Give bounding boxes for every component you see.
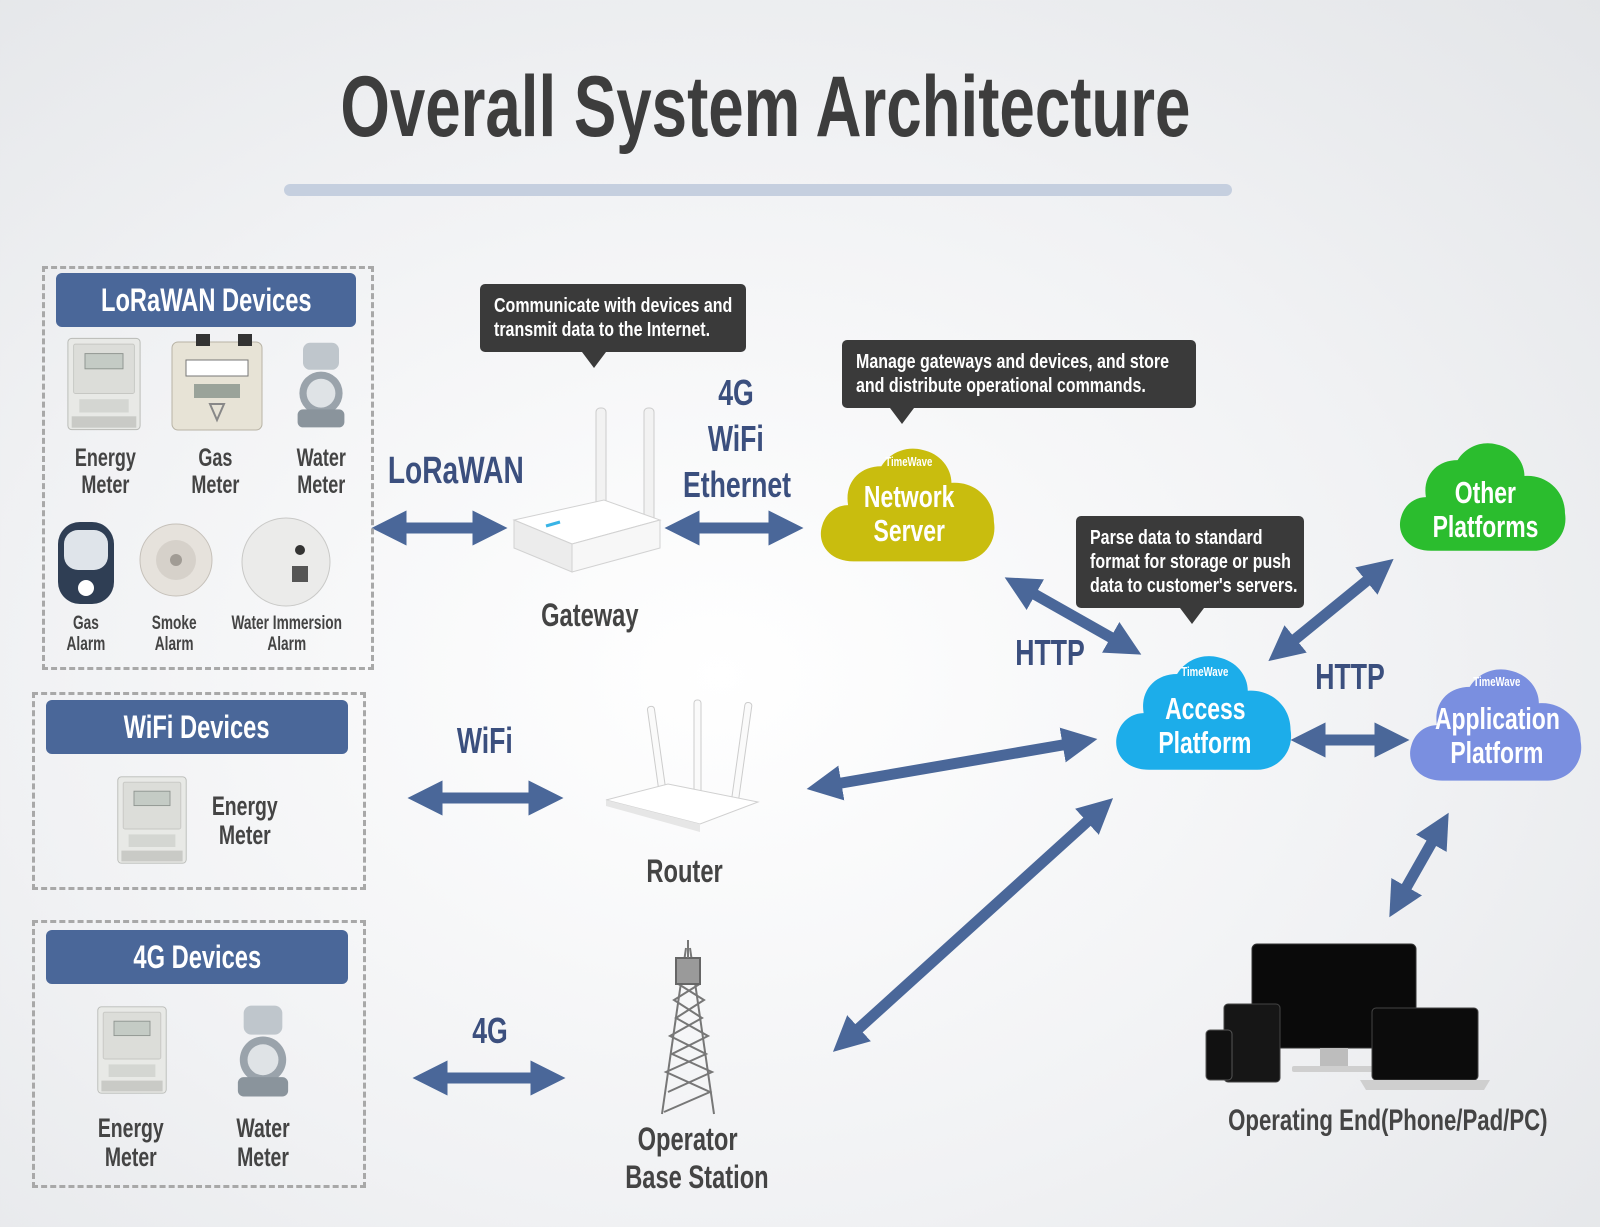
base-station-tower-icon xyxy=(661,940,715,1115)
gateway-label: Gateway xyxy=(541,597,639,633)
lorawan-link-label: LoRaWAN xyxy=(387,450,524,492)
router-access-platform-arrow xyxy=(806,727,1098,801)
lorawan-water-meter-label: Water Meter xyxy=(296,444,346,499)
lorawan-smoke-alarm-label: Smoke Alarm xyxy=(151,613,197,655)
wifi-link-label: WiFi xyxy=(457,720,513,761)
title-underline xyxy=(284,184,1232,196)
connection-arrows xyxy=(371,510,1449,1096)
access-platform-brand-logo: TimeWave xyxy=(1181,664,1229,679)
base-station-label: Operator Base Station xyxy=(625,1121,769,1195)
router-icon xyxy=(605,699,760,832)
base-station-access-platform-arrow xyxy=(832,798,1114,1052)
network-server-access-platform-arrow xyxy=(1004,577,1142,655)
access-platform-callout: Parse data to standard format for storag… xyxy=(1076,516,1304,624)
wifi-devices-group xyxy=(32,692,366,890)
gateway-icon xyxy=(512,407,662,573)
access-other-platforms-arrow xyxy=(1268,558,1394,662)
access-platform-label: Access Platform xyxy=(1158,691,1252,760)
lorawan-gas-alarm-label: Gas Alarm xyxy=(66,613,106,655)
lorawan-devices-group xyxy=(42,266,374,670)
http-link-label-left: HTTP xyxy=(1015,632,1085,673)
4g-water-meter-label: Water Meter xyxy=(236,1113,290,1173)
water-immersion-alarm-icon xyxy=(241,517,331,607)
4g-devices-group xyxy=(32,920,366,1188)
http-link-label-right: HTTP xyxy=(1315,656,1385,697)
network-server-callout: Manage gateways and devices, and store a… xyxy=(842,340,1196,424)
operating-end-devices-icon xyxy=(1205,943,1490,1090)
gateway-callout: Communicate with devices and transmit da… xyxy=(480,284,746,368)
operating-end-label: Operating End(Phone/Pad/PC) xyxy=(1228,1104,1548,1137)
other-platforms-label: Other Platforms xyxy=(1432,475,1538,544)
gateway-uplink-label: 4G WiFi Ethernet xyxy=(682,372,792,505)
4g-link-label: 4G xyxy=(472,1010,508,1051)
4g-energy-meter-label: Energy Meter xyxy=(98,1113,164,1173)
page-title: Overall System Architecture xyxy=(339,59,1191,155)
network-server-label: Network Server xyxy=(863,479,955,548)
lorawan-device-icons xyxy=(58,334,345,607)
gas-meter-icon xyxy=(171,334,263,431)
lorawan-water-immersion-alarm-label: Water Immersion Alarm xyxy=(231,613,342,655)
lorawan-gas-meter-label: Gas Meter xyxy=(190,444,240,499)
lorawan-devices-header: LoRaWAN Devices xyxy=(56,273,356,327)
wifi-energy-meter-label: Energy Meter xyxy=(212,791,278,851)
4g-devices-header: 4G Devices xyxy=(46,930,348,984)
gas-alarm-icon xyxy=(58,522,114,604)
router-label: Router xyxy=(646,853,724,889)
wifi-devices-header: WiFi Devices xyxy=(46,700,348,754)
lorawan-energy-meter-label: Energy Meter xyxy=(74,444,136,499)
network-server-brand-logo: TimeWave xyxy=(885,454,933,469)
application-operating-end-arrow xyxy=(1389,812,1449,918)
smoke-alarm-icon xyxy=(139,523,213,597)
application-platform-label: Application Platform xyxy=(1434,701,1560,770)
application-platform-brand-logo: TimeWave xyxy=(1473,674,1521,689)
